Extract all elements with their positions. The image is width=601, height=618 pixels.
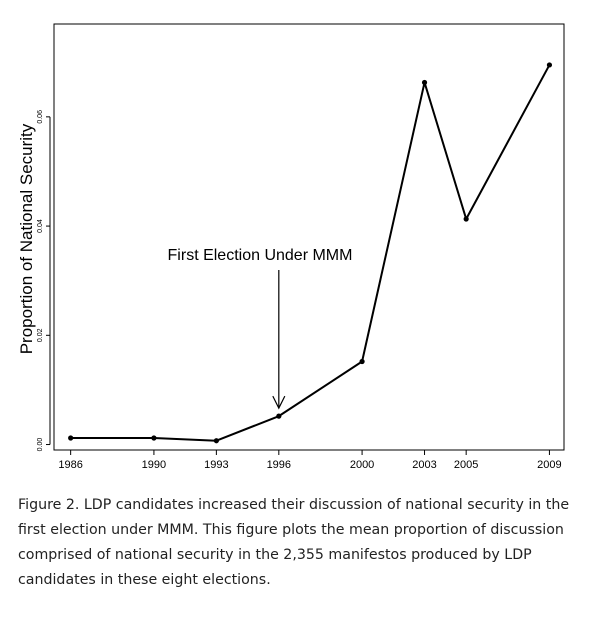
figure-caption: Figure 2. LDP candidates increased their…	[18, 497, 570, 588]
data-point	[359, 358, 365, 365]
x-tick-label: 1993	[204, 459, 228, 471]
y-tick-label: 0.00	[37, 438, 44, 452]
annotation-arrow-head	[272, 395, 286, 410]
data-point	[463, 216, 469, 222]
data-point	[421, 79, 428, 86]
x-tick-label: 2003	[412, 459, 436, 471]
series	[68, 62, 553, 444]
data-point	[276, 413, 282, 419]
x-tick-label: 1986	[58, 459, 82, 471]
data-point	[151, 435, 157, 441]
y-axis-label: Proportion of National Security	[17, 123, 36, 354]
data-point	[546, 62, 553, 68]
x-tick-label: 2009	[537, 459, 561, 471]
x-tick-label: 1996	[267, 459, 291, 471]
y-tick-label: 0.04	[37, 219, 44, 233]
y-tick-label: 0.06	[37, 110, 44, 124]
x-axis: 1986 1990 1993 1996 2000 2003 2005 2009	[58, 450, 562, 471]
plot-frame	[53, 23, 565, 451]
y-tick-label: 0.02	[37, 328, 44, 342]
annotation: First Election Under MMM	[168, 247, 353, 410]
x-tick-label: 1990	[142, 459, 166, 471]
x-tick-label: 2005	[454, 459, 478, 471]
annotation-text: First Election Under MMM	[168, 247, 353, 264]
series-line	[70, 64, 551, 442]
data-point	[213, 438, 219, 444]
chart: 0.00 0.02 0.04 0.06 Proportion of National S…	[17, 23, 565, 471]
x-tick-label: 2000	[350, 459, 374, 471]
data-point	[68, 435, 74, 441]
